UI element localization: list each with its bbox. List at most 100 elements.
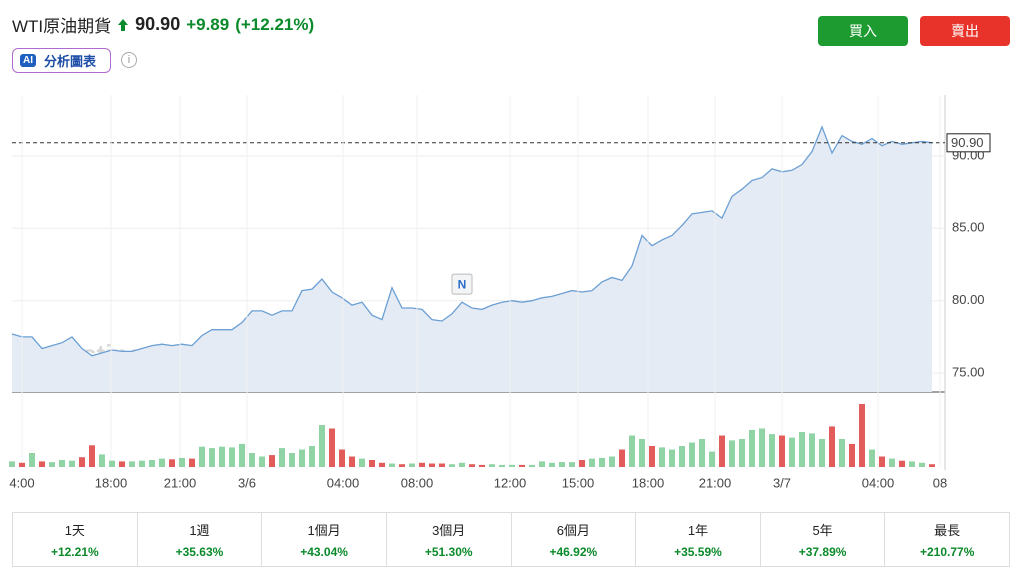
volume-bar [239, 443, 245, 467]
volume-bar [129, 461, 135, 467]
volume-bar [339, 449, 345, 467]
info-icon[interactable]: i [121, 52, 137, 68]
analysis-badge[interactable]: AI 分析圖表 [12, 48, 111, 73]
period-cell[interactable]: 1年 +35.59% [636, 513, 761, 566]
volume-bar [269, 455, 275, 467]
y-tick-label: 80.00 [952, 292, 985, 307]
volume-bar [679, 446, 685, 467]
period-period: 1年 [687, 523, 709, 538]
volume-bar [409, 463, 415, 467]
volume-bar [289, 453, 295, 467]
volume-bar [629, 435, 635, 467]
volume-bar [579, 460, 585, 467]
volume-bar [929, 464, 935, 467]
volume-bar [79, 457, 85, 467]
volume-bar [199, 446, 205, 467]
period-change: +37.89% [798, 545, 847, 559]
volume-bar [569, 462, 575, 467]
period-cell[interactable]: 5年 +37.89% [761, 513, 886, 566]
period-change: +51.30% [424, 545, 473, 559]
volume-bar [469, 464, 475, 467]
volume-bar [439, 463, 445, 467]
x-tick-label: 4:00 [9, 475, 34, 490]
x-tick-label: 08:00 [401, 475, 434, 490]
volume-bar [539, 461, 545, 467]
x-tick-label: 21:00 [164, 475, 197, 490]
news-marker [451, 273, 473, 295]
badge-label: 分析圖表 [44, 54, 97, 69]
volume-bar [889, 458, 895, 467]
title: WTI原油期貨 [12, 17, 112, 36]
volume-bar [749, 429, 755, 467]
volume-bar [229, 447, 235, 467]
chart: 75.0080.0085.0090.00Investing.com90.90N4… [9, 95, 991, 490]
volume-bar [599, 457, 605, 467]
price-area [12, 126, 932, 393]
period-period: 最長 [934, 523, 961, 538]
volume-bar [419, 462, 425, 467]
change-pct: (+12.21%) [235, 14, 315, 34]
volume-bar [119, 461, 125, 467]
period-cell[interactable]: 1週 +35.63% [138, 513, 263, 566]
volume-bar [849, 443, 855, 467]
volume-bar [719, 435, 725, 467]
volume-bar [149, 460, 155, 467]
volume-bar [389, 463, 395, 467]
period-cell[interactable]: 6個月 +46.92% [512, 513, 637, 566]
volume-bar [19, 462, 25, 467]
y-tick-label: 85.00 [952, 220, 985, 235]
x-tick-label: 3/6 [238, 475, 256, 490]
volume-bar [429, 463, 435, 467]
x-tick-label: 3/7 [773, 475, 791, 490]
performance-table: 1天 +12.21% 1週 +35.63% 1個月 +43.04% 3個月 +51.30% 6個… [12, 512, 1010, 567]
period-period: 6個月 [556, 523, 590, 538]
period-cell[interactable]: 3個月 +51.30% [387, 513, 512, 566]
period-cell[interactable]: 1天 +12.21% [13, 513, 138, 566]
volume-bar [669, 449, 675, 467]
volume-bar [779, 435, 785, 467]
volume-bar [879, 456, 885, 467]
volume-bar [489, 464, 495, 467]
volume-bar [259, 456, 265, 467]
y-tick-label: 75.00 [952, 365, 985, 380]
volume-bar [609, 456, 615, 467]
period-change: +35.63% [175, 545, 224, 559]
buy-button[interactable]: 買入 [818, 16, 908, 46]
volume-bar [479, 464, 485, 467]
volume-bar [829, 426, 835, 467]
volume-bar [549, 462, 555, 467]
volume-bar [789, 437, 795, 467]
volume-bar [249, 453, 255, 467]
volume-bar [169, 459, 175, 467]
x-tick-label: 04:00 [862, 475, 895, 490]
header: WTI原油期貨 90.90 +9.89 (+12.21%) [12, 12, 314, 37]
volume-bar [219, 446, 225, 467]
volume-bar [729, 440, 735, 467]
ai-icon: AI [20, 54, 36, 67]
period-period: 5年 [812, 523, 833, 538]
volume-bar [349, 456, 355, 467]
period-cell[interactable]: 1個月 +43.04% [262, 513, 387, 566]
volume-bar [279, 448, 285, 467]
volume-bar [899, 460, 905, 467]
volume-bar [809, 433, 815, 467]
up-arrow [118, 18, 129, 31]
volume-bar [709, 451, 715, 467]
volume-bar [559, 462, 565, 467]
sell-button[interactable]: 賣出 [920, 16, 1010, 46]
volume-bar [369, 460, 375, 467]
x-tick-label: 18:00 [95, 475, 128, 490]
volume-bar [649, 446, 655, 467]
volume-bar [139, 460, 145, 467]
last-price-label: 90.90 [951, 135, 984, 150]
volume-bar [819, 439, 825, 467]
volume-bar [739, 439, 745, 467]
volume-bar [839, 439, 845, 467]
period-cell[interactable]: 最長 +210.77% [885, 513, 1009, 566]
volume-bar [509, 464, 515, 467]
volume-bar [159, 458, 165, 467]
volume-bar [59, 460, 65, 467]
x-tick-label: 12:00 [494, 475, 527, 490]
volume-bar [329, 428, 335, 467]
volume-bar [399, 464, 405, 467]
